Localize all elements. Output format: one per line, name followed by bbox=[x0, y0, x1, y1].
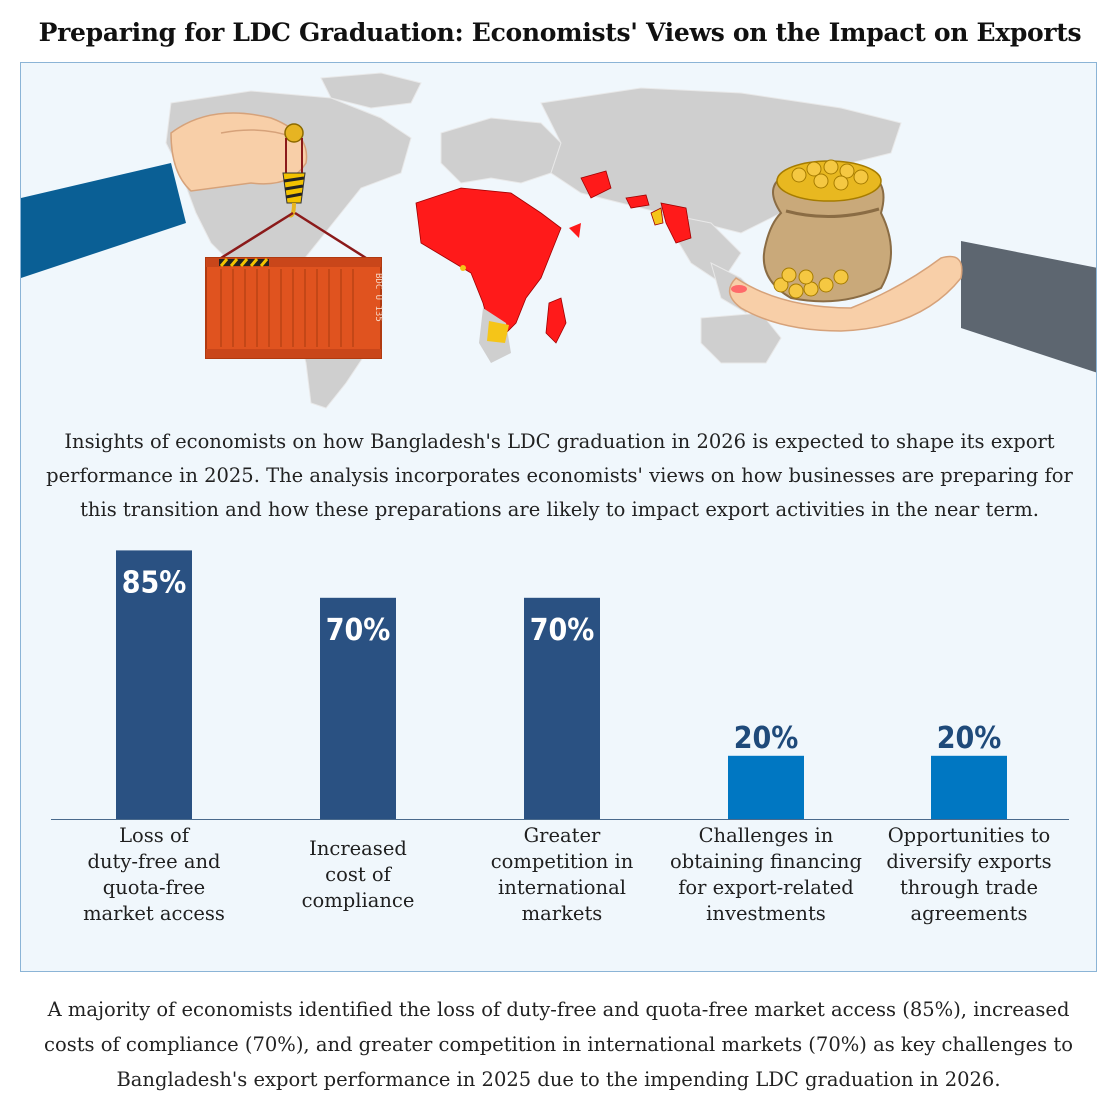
category-label-1: Loss of duty-free and quota-free market acc… bbox=[54, 823, 254, 927]
bar-chart: 85% 70% 70% 20% 20% bbox=[51, 550, 1069, 820]
category-label-3: Greater competition in international market… bbox=[462, 823, 662, 927]
category-label-line: through trade bbox=[899, 876, 1039, 899]
value-label-5: 20% bbox=[937, 720, 1002, 755]
category-label-line: investments bbox=[706, 902, 826, 925]
category-label-line: quota-free bbox=[102, 876, 206, 899]
category-label-line: market access bbox=[83, 902, 225, 925]
category-label-line: Increased bbox=[309, 837, 407, 860]
infographic-panel: BDC U 135 Insights of economists on how … bbox=[20, 62, 1097, 972]
container-code: BDC U 135 bbox=[373, 273, 383, 322]
world-map-illustration: BDC U 135 bbox=[21, 72, 1096, 409]
category-label-line: duty-free and bbox=[87, 850, 221, 873]
category-label-line: markets bbox=[521, 902, 603, 925]
page-title: Preparing for LDC Graduation: Economists… bbox=[38, 18, 1082, 47]
category-label-line: cost of bbox=[325, 863, 391, 886]
asia-ldc-region bbox=[580, 170, 692, 244]
bar-4 bbox=[728, 755, 804, 819]
category-label-2: Increased cost of compliance bbox=[258, 836, 458, 914]
value-label-2: 70% bbox=[326, 612, 391, 647]
value-label-1: 85% bbox=[122, 565, 187, 600]
category-label-line: Opportunities to bbox=[887, 824, 1051, 847]
category-label-line: for export-related bbox=[678, 876, 854, 899]
category-label-line: compliance bbox=[301, 889, 415, 912]
africa-ldc-region bbox=[415, 187, 581, 363]
category-label-line: obtaining financing bbox=[670, 850, 862, 873]
category-label-line: agreements bbox=[910, 902, 1028, 925]
bar-2 bbox=[320, 597, 396, 819]
container-illustration: BDC U 135 bbox=[21, 112, 383, 359]
bar-1 bbox=[116, 550, 192, 819]
bar-3 bbox=[524, 597, 600, 819]
category-label-line: diversify exports bbox=[886, 850, 1052, 873]
intro-text: Insights of economists on how Bangladesh… bbox=[46, 430, 1073, 521]
value-label-4: 20% bbox=[734, 720, 799, 755]
bar-5 bbox=[931, 755, 1007, 819]
coin-sack-illustration bbox=[728, 159, 1096, 373]
category-label-line: competition in bbox=[490, 850, 634, 873]
footer-summary: A majority of economists identified the … bbox=[44, 998, 1073, 1091]
value-label-3: 70% bbox=[530, 612, 595, 647]
category-label-line: Challenges in bbox=[698, 824, 834, 847]
category-label-5: Opportunities to diversify exports through… bbox=[869, 823, 1069, 927]
category-label-4: Challenges in obtaining financing for expo… bbox=[666, 823, 866, 927]
category-label-line: Loss of bbox=[119, 824, 189, 847]
category-label-line: international bbox=[498, 876, 626, 899]
category-label-line: Greater bbox=[523, 824, 601, 847]
